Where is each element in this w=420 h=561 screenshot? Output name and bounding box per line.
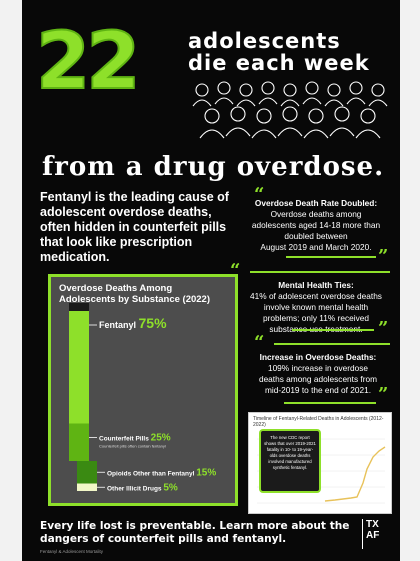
quote-title: Mental Health Ties:: [278, 280, 354, 290]
lead-paragraph: Fentanyl is the leading cause of adolesc…: [40, 190, 229, 264]
bar-segment-opioids-other-than-fentanyl: [77, 461, 97, 484]
bar-segment-other-illicit-drugs: [77, 483, 97, 491]
quote-card-mental-health: Mental Health Ties: 41% of adolescent ov…: [240, 280, 392, 335]
infographic-poster: 22 adolescents die each week: [22, 0, 400, 561]
chart-footnote: Counterfeit pills often contain fentanyl: [99, 444, 166, 449]
hero-number: 22: [35, 17, 142, 107]
inset-callout: The new CDC report shows that over 2019-…: [259, 429, 321, 493]
substance-chart-panel: Overdose Deaths Among Adolescents by Sub…: [48, 274, 238, 506]
quote-line: deaths among adolescents from: [258, 374, 378, 384]
crowd-row-front: [199, 106, 381, 139]
quote-line: 109% increase in overdose: [267, 363, 369, 373]
inset-timeline-chart: Timeline of Fentanyl-Related Deaths in A…: [248, 412, 392, 514]
bar-label: Opioids Other than Fentanyl 15%: [107, 467, 216, 478]
accent-divider: [284, 402, 376, 404]
logo-line-2: AF: [366, 530, 380, 541]
bar-top-cap: [69, 303, 89, 311]
open-quote-icon: “: [230, 260, 241, 281]
quote-card-increase: Increase in Overdose Deaths: 109% increa…: [244, 352, 392, 396]
accent-divider: [292, 329, 374, 331]
footer-call-to-action: Every life lost is preventable. Learn mo…: [40, 520, 350, 545]
quote-title: Increase in Overdose Deaths:: [259, 352, 377, 362]
quote-line: Overdose deaths among: [270, 209, 362, 219]
quote-line: doubled between: [284, 231, 348, 241]
accent-divider: [250, 271, 390, 273]
bar-label: Counterfeit Pills 25%: [99, 433, 171, 444]
headline-line-2: die each week: [188, 51, 370, 75]
headline-line-1: adolescents: [188, 29, 341, 53]
quote-line: August 2019 and March 2020.: [260, 242, 372, 252]
quote-line: involve known mental health: [263, 302, 369, 312]
source-note: Fentanyl & Adolescent Mortality: [40, 549, 104, 554]
quote-title: Overdose Death Rate Doubled:: [254, 198, 378, 208]
close-quote-icon: ”: [378, 318, 389, 339]
crowd-row-back: [192, 81, 388, 107]
quote-line: 41% of adolescent overdose deaths: [250, 291, 382, 301]
bar-segment-fentanyl: [69, 311, 89, 424]
accent-divider: [286, 256, 376, 258]
open-quote-icon: “: [254, 184, 265, 205]
inset-title: Timeline of Fentanyl-Related Deaths in A…: [253, 416, 384, 428]
inset-trend-line: [324, 446, 386, 502]
bar-label: Other Illicit Drugs 5%: [107, 482, 178, 493]
quote-line: mid-2019 to the end of 2021.: [264, 385, 372, 395]
organization-logo: TX AF: [362, 519, 396, 549]
close-quote-icon: ”: [378, 384, 389, 405]
accent-divider: [274, 343, 390, 345]
substance-stacked-bar-chart: Fentanyl 75% Counterfeit Pills 25%Counter…: [69, 303, 216, 493]
audience-silhouette-illustration: [192, 81, 388, 139]
bar-label: Fentanyl 75%: [99, 315, 167, 331]
quote-line: adolescents aged 14-18 more than: [251, 220, 381, 230]
chart-title: Overdose Deaths Among Adolescents by Sub…: [59, 283, 210, 305]
open-quote-icon: “: [254, 332, 265, 353]
bar-segment-counterfeit-pills: [69, 423, 89, 461]
hero-headline: adolescents die each week: [188, 30, 398, 74]
quote-card-death-rate: Overdose Death Rate Doubled: Overdose de…: [242, 198, 390, 253]
quote-line: problems; only 11% received: [263, 313, 369, 323]
hero-subheadline: from a drug overdose.: [42, 152, 385, 182]
logo-line-1: TX: [366, 519, 379, 530]
close-quote-icon: ”: [378, 246, 389, 267]
